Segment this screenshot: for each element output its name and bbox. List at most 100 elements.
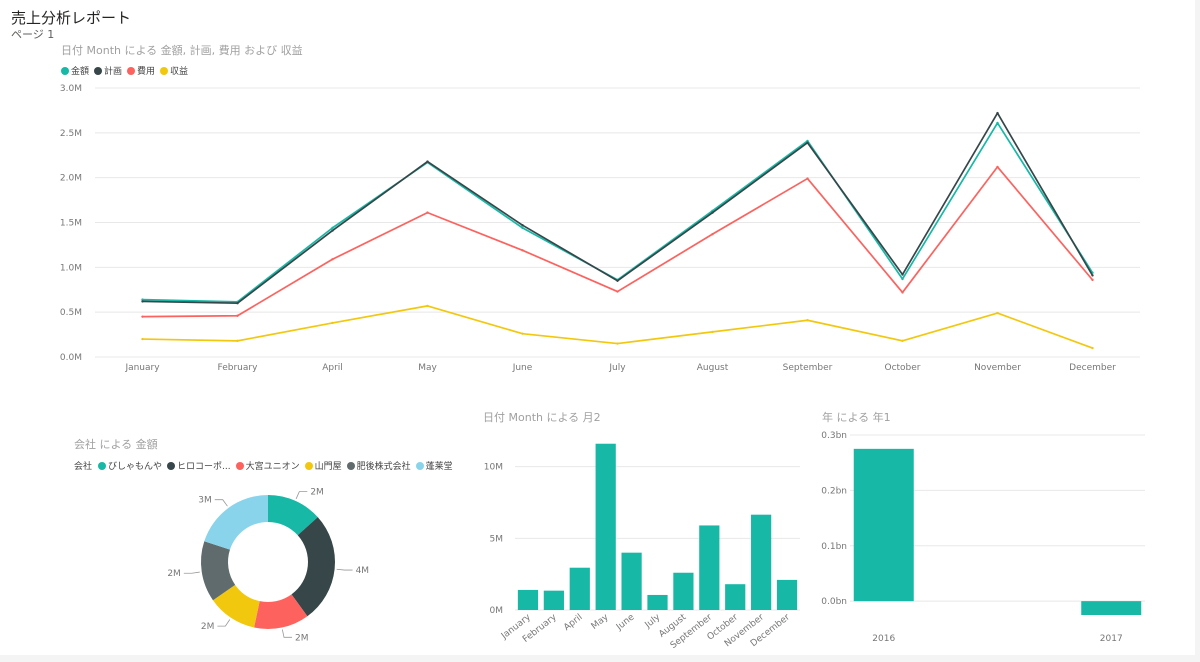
donut-slice-4 xyxy=(201,541,236,601)
data-point xyxy=(901,273,904,276)
bar-September xyxy=(699,525,720,610)
donut-chart[interactable]: 2M 4M 2M 2M 2M 3M xyxy=(150,480,390,650)
data-point xyxy=(141,300,144,303)
legend-item[interactable]: 肥後株式会社 xyxy=(346,459,411,472)
page-label: ページ 1 xyxy=(11,28,55,41)
data-point xyxy=(806,141,809,144)
data-point xyxy=(426,304,429,308)
legend-label: 収益 xyxy=(170,67,189,77)
legend-dot xyxy=(94,66,103,75)
x-tick-label: January xyxy=(124,363,160,373)
data-point xyxy=(141,337,144,341)
data-point xyxy=(616,290,619,293)
bar-April xyxy=(569,567,590,610)
x-tick-label: September xyxy=(783,363,833,373)
bar-October xyxy=(725,584,746,610)
legend-dot xyxy=(160,66,169,75)
data-point xyxy=(901,339,904,343)
data-point xyxy=(236,314,239,317)
data-point xyxy=(521,223,524,227)
data-point xyxy=(901,277,904,281)
legend-item[interactable]: ヒロコーポ... xyxy=(167,459,231,472)
legend-item[interactable]: 金額 xyxy=(61,64,89,77)
y-tick-label: 2.5M xyxy=(60,129,82,139)
x-tick-label: October xyxy=(884,363,920,373)
bar-November xyxy=(751,514,772,610)
data-point xyxy=(141,315,144,318)
series-line-費用 xyxy=(142,166,1094,318)
x-tick-label: December xyxy=(1069,363,1116,373)
data-label: 2M xyxy=(295,633,309,643)
data-label: 3M xyxy=(198,496,212,506)
legend-label: 計画 xyxy=(104,67,123,77)
data-point xyxy=(236,339,239,343)
legend-item[interactable]: びしゃもんや xyxy=(98,459,162,472)
y-tick-label: 2.0M xyxy=(60,174,82,184)
legend-dot xyxy=(61,66,69,75)
data-point xyxy=(141,298,144,301)
legend-dot xyxy=(346,461,355,470)
legend-item[interactable]: 収益 xyxy=(160,64,188,77)
bar-February xyxy=(543,590,564,610)
data-point xyxy=(236,302,239,305)
data-point xyxy=(1091,274,1094,277)
legend-dot xyxy=(127,66,136,75)
data-label: 2M xyxy=(201,622,215,632)
x-tick-label: June xyxy=(614,612,637,633)
x-tick-label: 2017 xyxy=(1100,634,1123,644)
bar-May xyxy=(595,443,616,610)
data-label: 2M xyxy=(310,488,324,498)
bar-chart-year[interactable]: 0.0bn 0.1bn 0.2bn 0.3bn 2016 2017 xyxy=(810,425,1155,650)
data-point xyxy=(806,139,809,143)
x-tick-label: May xyxy=(590,612,611,632)
donut-chart-title: 会社 による 金額 xyxy=(74,438,158,451)
data-point xyxy=(426,211,429,214)
data-label-leader xyxy=(281,629,293,638)
data-point xyxy=(996,111,999,115)
bar-chart-year-title: 年 による 年1 xyxy=(822,411,891,424)
legend-item[interactable]: 計画 xyxy=(94,64,122,77)
data-label-leader xyxy=(214,499,228,507)
y-tick-label: 0.3bn xyxy=(821,431,847,441)
line-chart[interactable]: 0.0M 0.5M 1.0M 1.5M 2.0M 2.5M 3.0M January Febru… xyxy=(0,80,1150,380)
line-chart-legend[interactable]: 金額 計画 費用 収益 xyxy=(61,64,193,77)
donut-chart-legend[interactable]: 会社 びしゃもんや ヒロコーポ... 大宮ユニオン 山門屋 肥後株式会社 蓬莱堂 xyxy=(74,459,458,472)
data-label: 4M xyxy=(356,566,370,576)
data-point xyxy=(711,211,714,214)
bar-January xyxy=(517,589,539,610)
data-point xyxy=(996,311,999,315)
y-tick-label: 10M xyxy=(484,463,503,473)
data-point xyxy=(806,177,809,180)
bar-2016 xyxy=(853,448,914,602)
legend-label: びしゃもんや xyxy=(108,462,163,472)
y-tick-label: 0.0bn xyxy=(821,597,847,607)
y-tick-label: 0.0M xyxy=(60,353,82,363)
legend-label: 蓬莱堂 xyxy=(425,462,453,472)
data-point xyxy=(806,319,809,322)
bar-chart-month-title: 日付 Month による 月2 xyxy=(483,411,601,424)
x-tick-label: July xyxy=(643,612,663,631)
data-point xyxy=(1091,346,1094,350)
x-tick-label: August xyxy=(697,363,729,373)
y-tick-label: 0.2bn xyxy=(821,486,847,496)
data-point xyxy=(711,330,714,334)
legend-dot xyxy=(235,461,244,470)
data-point xyxy=(711,232,714,236)
donut-slice-1 xyxy=(291,517,335,617)
x-tick-label: April xyxy=(322,363,343,373)
legend-item[interactable]: 費用 xyxy=(127,64,155,77)
data-point xyxy=(996,121,999,125)
legend-item[interactable]: 大宮ユニオン xyxy=(235,459,300,472)
data-point xyxy=(521,226,524,230)
legend-item[interactable]: 山門屋 xyxy=(304,459,342,472)
x-tick-label: 2016 xyxy=(872,634,895,644)
line-chart-title: 日付 Month による 金額, 計画, 費用 および 収益 xyxy=(61,44,303,57)
legend-item[interactable]: 蓬莱堂 xyxy=(415,459,453,472)
x-tick-label: April xyxy=(562,612,584,633)
donut-slice-3 xyxy=(212,584,260,628)
series-line-計画 xyxy=(142,112,1094,305)
x-tick-label: May xyxy=(418,363,437,373)
y-tick-label: 1.0M xyxy=(60,263,82,273)
